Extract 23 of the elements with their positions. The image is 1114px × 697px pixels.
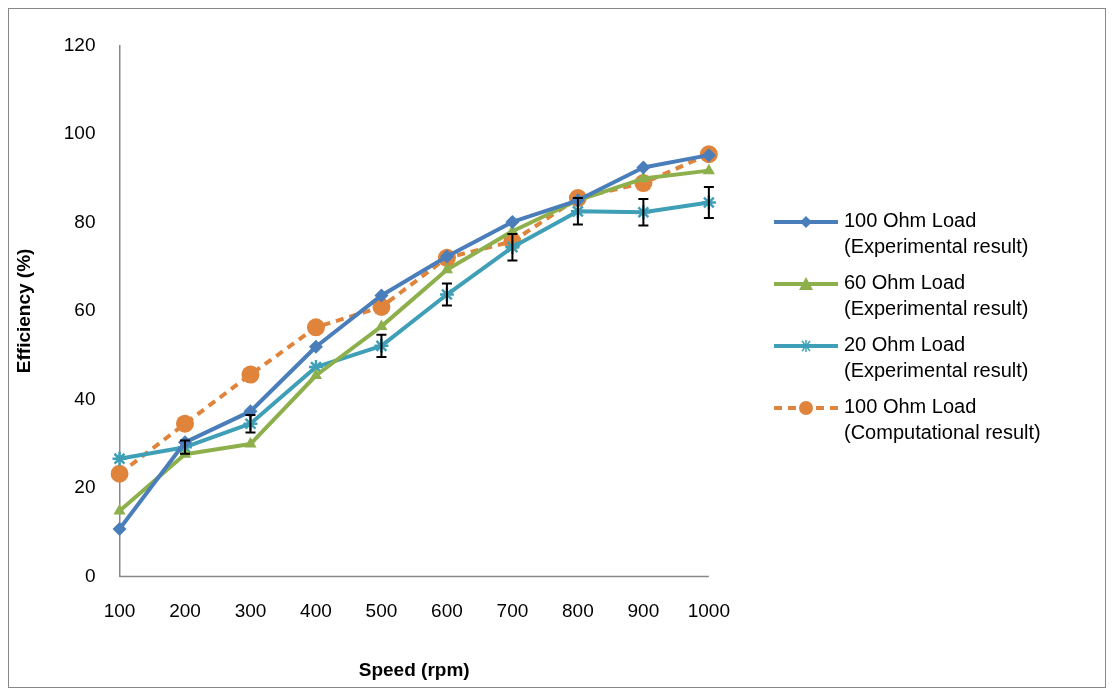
y-tick-label: 60: [74, 299, 96, 321]
y-tick-label: 0: [84, 564, 96, 586]
x-tick-label: 800: [562, 600, 594, 622]
x-axis-title: Speed (rpm): [358, 658, 470, 680]
y-axis-title: Efficiency (%): [12, 248, 34, 374]
x-tick-label: 700: [496, 600, 529, 622]
x-tick-label: 900: [627, 600, 660, 622]
legend-label: 100 Ohm Load (Computational result): [844, 394, 1042, 445]
x-tick-label: 500: [365, 600, 398, 622]
y-tick-label: 100: [63, 122, 96, 144]
y-tick-label: 80: [74, 210, 96, 232]
x-tick-label: 100: [103, 600, 136, 622]
x-tick-label: 200: [169, 600, 201, 622]
y-tick-label: 40: [74, 387, 96, 409]
y-tick-label: 120: [63, 33, 96, 55]
x-tick-label: 400: [300, 600, 332, 622]
x-tick-label: 1000: [687, 600, 731, 622]
x-tick-label: 600: [431, 600, 463, 622]
y-tick-label: 20: [74, 476, 96, 498]
legend-label: 100 Ohm Load (Experimental result): [844, 208, 1030, 259]
x-tick-label: 300: [234, 600, 267, 622]
legend-label: 60 Ohm Load (Experimental result): [844, 270, 1030, 321]
legend-label: 20 Ohm Load (Experimental result): [844, 332, 1030, 383]
